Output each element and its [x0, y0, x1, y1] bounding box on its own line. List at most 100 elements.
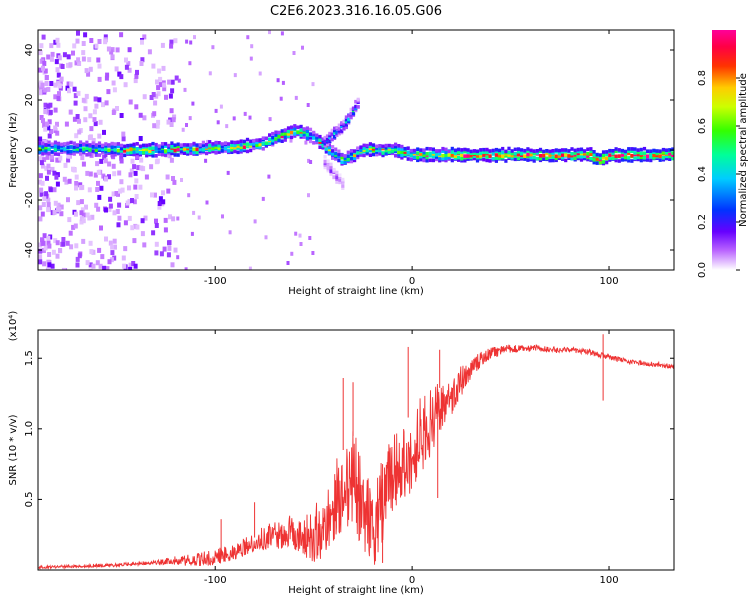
spectrogram-noise-cell: [57, 55, 62, 61]
spectrogram-noise-cell: [110, 250, 115, 256]
spectrogram-ridge-cell: [280, 139, 284, 143]
spectrogram-ridge-cell: [255, 138, 259, 142]
spectrogram-ridge-cell: [624, 155, 628, 160]
spectrogram-noise-cell: [133, 184, 138, 190]
spectrogram-ridge-cell: [378, 148, 382, 153]
spectrogram-noise-cell: [190, 231, 194, 236]
spectrogram-ridge-cell: [375, 148, 379, 152]
spectrogram-ridge-cell: [329, 162, 333, 167]
colorbar-tick-label: 0.2: [697, 214, 708, 230]
spectrogram-ridge-cell: [56, 141, 61, 146]
spectrogram-noise-cell: [98, 119, 103, 125]
spectrogram-ridge-cell: [97, 153, 102, 157]
spectrogram-ridge-cell: [164, 149, 168, 153]
spectrogram-noise-cell: [177, 78, 181, 83]
spectrogram-noise-cell: [197, 215, 201, 220]
spectrogram-noise-cell: [56, 202, 61, 208]
spectrogram-ridge-cell: [342, 119, 346, 124]
spectrogram-noise-cell: [261, 196, 265, 201]
spectrogram-ridge-cell: [214, 145, 218, 150]
spectrogram-ridge-cell: [529, 152, 533, 157]
spectrogram-noise-cell: [130, 225, 135, 231]
spectrogram-ridge-cell: [642, 151, 647, 155]
spectrogram-noise-cell: [168, 214, 172, 220]
spectrogram-noise-cell: [169, 108, 174, 114]
spectrogram-ridge-cell: [239, 143, 243, 147]
spectrogram-noise-cell: [46, 54, 51, 60]
spectrogram-noise-cell: [138, 184, 143, 190]
spectrogram-ridge-cell: [520, 157, 524, 161]
spectrogram-noise-cell: [92, 117, 97, 123]
spectrogram-ridge-cell: [113, 150, 117, 154]
spectrogram-ridge-cell: [211, 149, 215, 154]
spectrogram-ridge-cell: [498, 156, 502, 160]
spectrogram-ridge-cell: [387, 143, 391, 148]
spectrogram-ridge-cell: [179, 146, 183, 151]
spectrogram-noise-cell: [99, 158, 104, 164]
spectrogram-ridge-cell: [403, 146, 407, 151]
spectrogram-noise-cell: [264, 235, 268, 240]
spectrogram-noise-cell: [112, 238, 117, 244]
spectrogram-noise-cell: [104, 100, 109, 106]
spectrogram-ridge-cell: [671, 153, 674, 157]
spectrogram-ridge-cell: [44, 151, 48, 155]
snr-marks: [38, 334, 674, 570]
spectrogram-noise-cell: [40, 237, 44, 243]
spectrogram-noise-cell: [169, 39, 174, 45]
spectrogram-ridge-cell: [47, 140, 51, 145]
spectrogram-noise-cell: [180, 178, 183, 182]
spectrogram-noise-cell: [55, 253, 60, 259]
spectrogram-ridge-cell: [551, 149, 555, 153]
spectrogram-ridge-cell: [368, 144, 372, 149]
spectrogram-noise-cell: [46, 207, 51, 213]
spectrogram-ridge-cell: [344, 115, 348, 119]
spectrogram-ridge-cell: [573, 148, 577, 153]
snr-xtick-label: 100: [599, 575, 618, 586]
spectrogram-ridge-cell: [614, 147, 618, 151]
spectrogram-noise-cell: [75, 114, 80, 119]
spectrogram-ridge-cell: [186, 152, 190, 156]
spectrogram-ridge-cell: [510, 151, 514, 156]
spectrogram-noise-cell: [42, 233, 47, 239]
spectrogram-ridge-cell: [132, 150, 136, 154]
spectrogram-xtick-label: -100: [204, 276, 227, 287]
spectrogram-noise-cell: [176, 216, 180, 221]
spectrogram-ridge-cell: [271, 131, 275, 136]
spectrogram-ridge-cell: [576, 154, 580, 159]
spectrogram-noise-cell: [43, 68, 48, 74]
spectrogram-noise-cell: [38, 248, 43, 254]
spectrogram-ridge-cell: [113, 142, 117, 146]
spectrogram-ridge-cell: [308, 135, 313, 140]
spectrogram-ytick-label: 20: [24, 94, 35, 107]
spectrogram-ridge-cell: [63, 150, 67, 154]
spectrogram-noise-cell: [53, 82, 58, 88]
spectrogram-noise-cell: [53, 128, 58, 134]
spectrogram-noise-cell: [43, 87, 48, 93]
spectrogram-ridge-cell: [299, 124, 303, 129]
spectrogram-noise-cell: [69, 81, 74, 87]
spectrogram-noise-cell: [167, 79, 172, 85]
snr-multiplier: (x10⁴): [8, 311, 19, 342]
spectrogram-ridge-cell: [142, 151, 146, 155]
spectrogram-noise-cell: [55, 130, 60, 136]
spectrogram-ridge-cell: [341, 179, 345, 184]
spectrogram-ridge-cell: [182, 143, 187, 147]
spectrogram-ridge-cell: [258, 145, 262, 149]
spectrogram-ridge-cell: [617, 148, 621, 152]
spectrogram-ridge-cell: [318, 138, 322, 142]
spectrogram-ridge-cell: [249, 148, 253, 153]
spectrogram-ridge-cell: [479, 154, 483, 158]
spectrogram-noise-cell: [170, 262, 175, 268]
spectrogram-noise-cell: [124, 64, 129, 70]
spectrogram-ridge-cell: [428, 154, 432, 158]
spectrogram-ridge-cell: [208, 140, 212, 144]
spectrogram-noise-cell: [46, 240, 51, 246]
spectrogram-ridge-cell: [82, 147, 86, 151]
spectrogram-ridge-cell: [160, 145, 165, 149]
spectrogram-ridge-cell: [475, 158, 480, 163]
spectrogram-noise-cell: [87, 187, 92, 193]
spectrogram-ridge-cell: [649, 151, 653, 156]
spectrogram-ridge-cell: [160, 142, 165, 146]
spectrogram-noise-cell: [38, 216, 43, 222]
spectrogram-ridge-cell: [488, 149, 492, 153]
